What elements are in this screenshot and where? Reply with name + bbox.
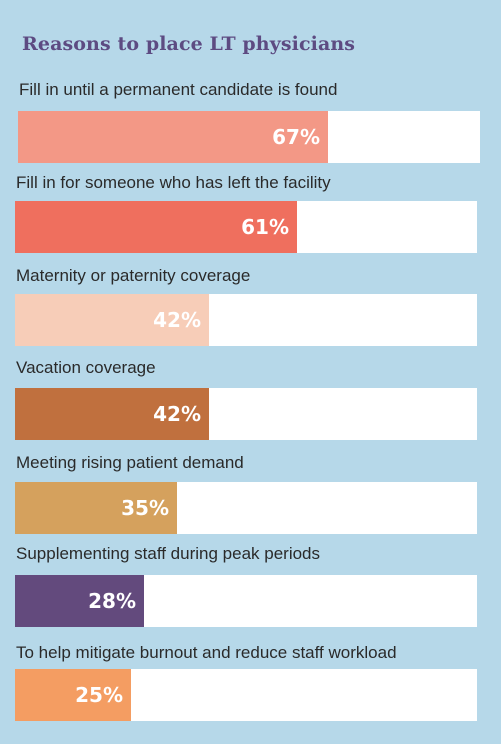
value-label: 28% [88,589,136,613]
bar [15,388,209,440]
bar [18,111,328,163]
category-label: Meeting rising patient demand [16,453,244,472]
value-label: 42% [153,308,201,332]
bar-track: 42% [15,388,477,440]
bar [15,669,131,721]
value-label: 25% [75,683,123,707]
bar-track: 35% [15,482,477,534]
bar [15,294,209,346]
bar [15,575,144,627]
category-label: Maternity or paternity coverage [16,266,251,285]
bar [15,201,297,253]
bar-track: 61% [15,201,477,253]
bar [15,482,177,534]
value-label: 67% [272,125,320,149]
bar-track: 28% [15,575,477,627]
value-label: 61% [241,215,289,239]
bar-track: 25% [15,669,477,721]
category-label: Fill in until a permanent candidate is f… [19,80,338,99]
category-label: To help mitigate burnout and reduce staf… [16,643,397,662]
value-label: 42% [153,402,201,426]
value-label: 35% [121,496,169,520]
category-label: Vacation coverage [16,358,156,377]
chart-title: Reasons to place LT physicians [22,33,356,55]
category-label: Supplementing staff during peak periods [16,544,320,563]
category-label: Fill in for someone who has left the fac… [16,173,331,192]
bar-track: 67% [18,111,480,163]
bar-track: 42% [15,294,477,346]
